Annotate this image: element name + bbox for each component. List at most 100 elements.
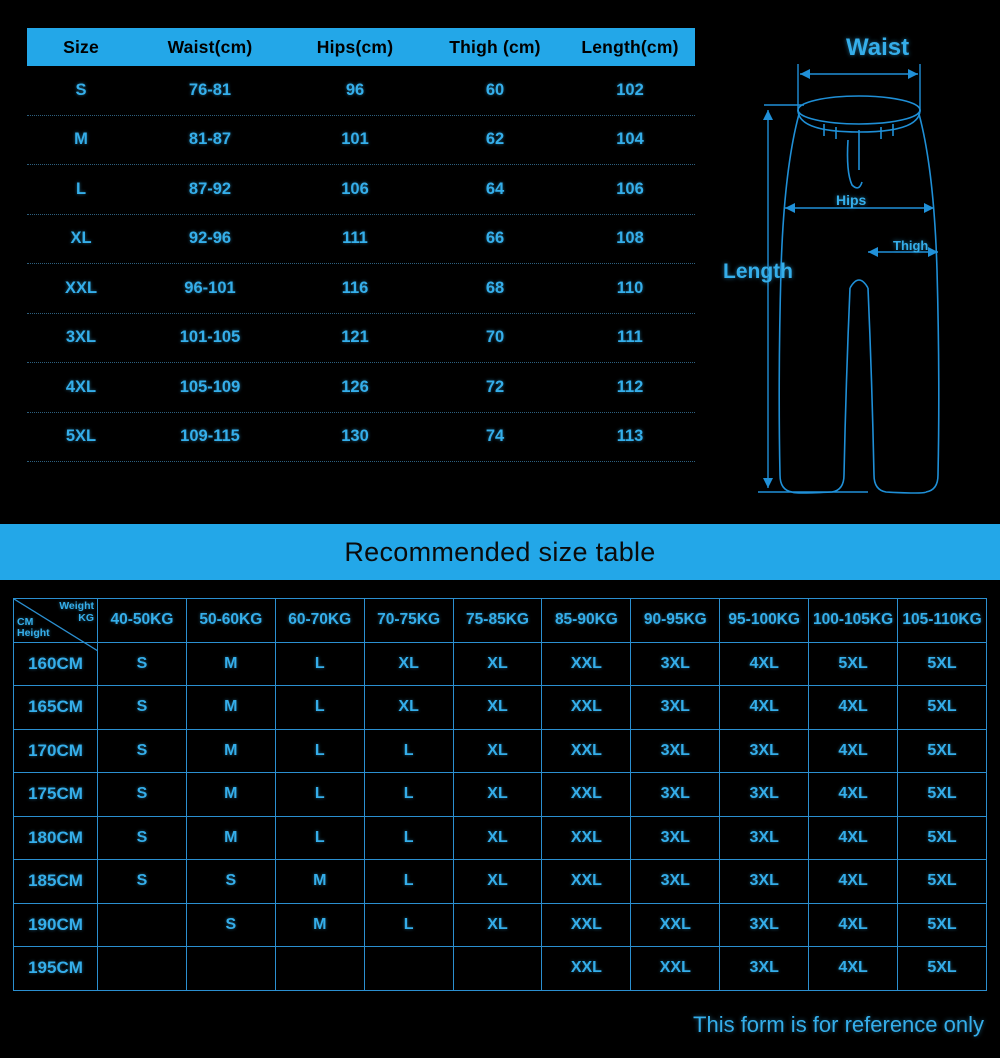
table-row: XL 92-96 111 66 108 — [27, 215, 695, 264]
table-row: 4XL 105-109 126 72 112 — [27, 363, 695, 413]
size-cell: XL — [452, 685, 543, 730]
size-cell: L — [274, 641, 365, 686]
corner-cell-height-weight: Weight KG CM Height — [13, 598, 98, 651]
size-cell: XL — [363, 641, 454, 686]
cell-size: XXL — [64, 278, 98, 297]
cell-size: M — [74, 130, 88, 149]
height-row-header: 170CM — [13, 728, 98, 773]
cell-thigh: 72 — [485, 377, 505, 396]
size-cell-empty — [452, 946, 543, 991]
size-cell: 5XL — [897, 641, 987, 686]
size-cell: 5XL — [897, 902, 987, 947]
size-cell: 3XL — [719, 859, 810, 904]
cell-hips: 130 — [341, 427, 369, 446]
size-cell: XXL — [630, 902, 721, 947]
diagram-label-hips: Hips — [836, 192, 867, 208]
cell-thigh: 66 — [485, 229, 505, 248]
reco-header-row: Weight KG CM Height 40-50KG 50-60KG 60-70KG 70-… — [13, 598, 987, 651]
cell-size: 3XL — [65, 328, 97, 347]
cell-hips: 106 — [341, 179, 369, 198]
size-cell-empty — [274, 946, 365, 991]
measurement-table-header-row: Size Waist(cm) Hips(cm) Thigh (cm) Lengt… — [27, 28, 695, 66]
size-cell: 3XL — [630, 728, 721, 773]
size-cell: XL — [452, 859, 543, 904]
cell-thigh: 70 — [485, 328, 505, 347]
weight-column-header: 60-70KG — [274, 598, 365, 643]
size-cell: 3XL — [630, 641, 721, 686]
size-cell: 5XL — [897, 772, 987, 817]
table-row: 195CM XXL XXL 3XL 4XL 5XL — [13, 946, 987, 991]
weight-column-header: 105-110KG — [897, 598, 987, 643]
weight-column-header: 100-105KG — [808, 598, 899, 643]
cell-waist: 101-105 — [179, 328, 241, 347]
measurement-table: Size Waist(cm) Hips(cm) Thigh (cm) Lengt… — [27, 28, 695, 462]
size-cell: M — [274, 902, 365, 947]
cell-length: 112 — [616, 377, 644, 396]
cell-waist: 92-96 — [188, 229, 232, 248]
height-row-header: 180CM — [13, 815, 98, 860]
size-cell: 5XL — [897, 859, 987, 904]
corner-height-label: CM Height — [17, 616, 50, 640]
size-cell: 4XL — [808, 902, 899, 947]
height-row-header: 165CM — [13, 685, 98, 730]
size-cell: 3XL — [719, 772, 810, 817]
size-cell: 3XL — [630, 685, 721, 730]
cell-thigh: 68 — [485, 278, 505, 297]
cell-hips: 121 — [341, 328, 369, 347]
size-cell: S — [97, 772, 187, 817]
size-cell: XXL — [541, 902, 632, 947]
size-cell: M — [185, 815, 276, 860]
size-cell: S — [97, 685, 187, 730]
size-cell: L — [363, 772, 454, 817]
size-cell: L — [363, 902, 454, 947]
table-row: 160CM S M L XL XL XXL 3XL 4XL 5XL 5XL — [13, 641, 987, 686]
weight-column-header: 95-100KG — [719, 598, 810, 643]
cell-size: S — [75, 80, 87, 99]
cell-hips: 116 — [341, 278, 369, 297]
cell-thigh: 62 — [485, 130, 505, 149]
table-row: L 87-92 106 64 106 — [27, 165, 695, 215]
size-cell: 5XL — [897, 946, 987, 991]
weight-column-header: 40-50KG — [97, 598, 187, 643]
size-cell: 3XL — [719, 946, 810, 991]
size-cell-empty — [363, 946, 454, 991]
measurement-table-body: S 76-81 96 60 102 M 81-87 101 62 104 L 87-92 106 64 10… — [27, 66, 695, 462]
size-cell: S — [185, 902, 276, 947]
cell-length: 111 — [617, 328, 643, 347]
cell-waist: 109-115 — [180, 427, 240, 446]
size-cell: L — [363, 728, 454, 773]
size-cell: XL — [452, 728, 543, 773]
size-cell: XXL — [541, 859, 632, 904]
size-cell: XXL — [541, 946, 632, 991]
size-cell: 4XL — [808, 946, 899, 991]
column-header-size: Size — [63, 36, 99, 57]
cell-thigh: 64 — [485, 179, 505, 198]
size-cell-empty — [97, 902, 187, 947]
corner-weight-label: Weight KG — [59, 600, 94, 624]
size-cell: 3XL — [719, 815, 810, 860]
recommended-size-table-wrapper: Weight KG CM Height 40-50KG 50-60KG 60-70KG 70-… — [13, 598, 987, 991]
size-cell: L — [274, 772, 365, 817]
size-cell: XL — [452, 902, 543, 947]
table-row: 185CM S S M L XL XXL 3XL 3XL 4XL 5XL — [13, 859, 987, 904]
cell-size: 4XL — [65, 377, 97, 396]
size-cell: XXL — [630, 946, 721, 991]
weight-column-header: 50-60KG — [185, 598, 276, 643]
size-cell: XXL — [541, 685, 632, 730]
size-cell: S — [97, 641, 187, 686]
cell-hips: 96 — [345, 80, 365, 99]
size-cell: M — [185, 685, 276, 730]
size-cell: M — [185, 728, 276, 773]
size-cell: 4XL — [719, 685, 810, 730]
cell-length: 104 — [616, 130, 644, 149]
height-row-header: 185CM — [13, 859, 98, 904]
cell-length: 106 — [616, 179, 644, 198]
size-cell: 5XL — [897, 815, 987, 860]
diagram-label-thigh: Thigh — [893, 238, 929, 253]
size-cell: 4XL — [808, 859, 899, 904]
cell-waist: 81-87 — [188, 130, 232, 149]
pants-illustration-svg — [758, 64, 940, 494]
size-cell: 3XL — [719, 728, 810, 773]
size-cell: 4XL — [808, 685, 899, 730]
size-cell: L — [363, 859, 454, 904]
